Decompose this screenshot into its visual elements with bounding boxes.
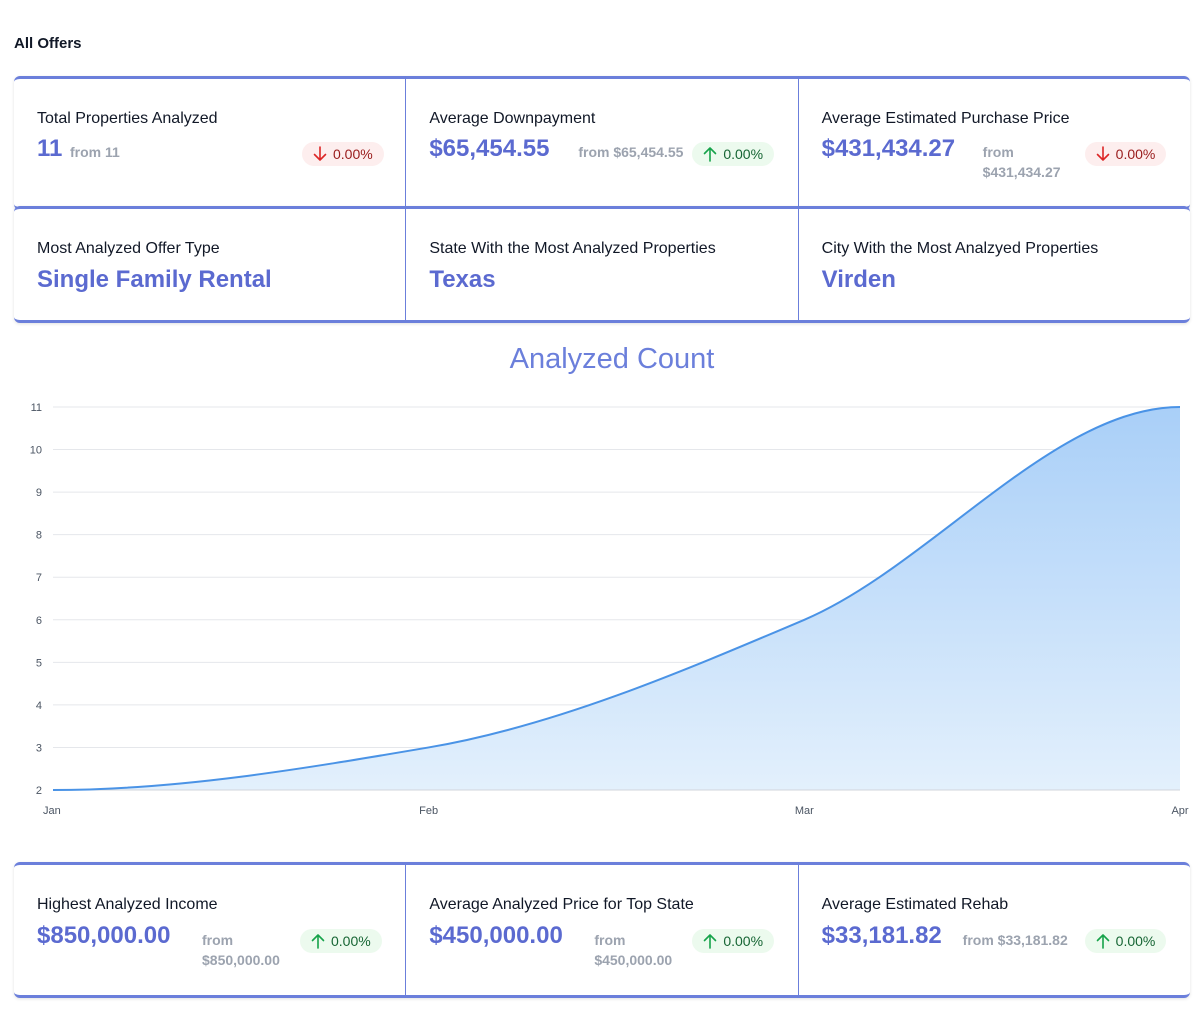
page-title: All Offers: [14, 35, 82, 52]
stat-value: Texas: [429, 266, 496, 293]
stat-label: Highest Analyzed Income: [37, 896, 218, 913]
stat-from: from $450,000.00: [594, 930, 672, 970]
series-area: [53, 407, 1180, 790]
change-badge: 0.00%: [300, 929, 382, 953]
y-tick-label: 4: [36, 700, 42, 712]
y-tick-label: 8: [36, 530, 42, 542]
change-value: 0.00%: [1115, 933, 1156, 949]
stat-label: Average Downpayment: [429, 110, 596, 127]
stat-from: from 11: [70, 144, 120, 160]
x-tick-label: Jan: [43, 805, 61, 817]
stat-from: from $850,000.00: [202, 930, 280, 970]
y-tick-label: 6: [36, 615, 42, 627]
stat-top-city: City With the Most Analzyed Properties V…: [799, 209, 1190, 320]
stat-from-prefix: from: [594, 932, 626, 948]
change-value: 0.00%: [723, 933, 764, 949]
y-tick-label: 10: [30, 445, 42, 457]
stat-value: Virden: [821, 266, 896, 293]
chart-title: Analyzed Count: [509, 343, 715, 375]
arrow-up-icon: [704, 934, 717, 949]
stat-top-state: State With the Most Analyzed Properties …: [406, 209, 799, 320]
arrow-up-icon: [311, 934, 325, 949]
change-badge: 0.00%: [1084, 929, 1167, 953]
stat-label: Total Properties Analyzed: [37, 110, 218, 127]
change-value: 0.00%: [331, 933, 371, 949]
stat-value: $65,454.55: [429, 135, 550, 162]
arrow-up-icon: [1096, 934, 1109, 949]
stat-highest-income: Highest Analyzed Income $850,000.00 from…: [14, 865, 407, 995]
stat-value: $450,000.00: [429, 922, 563, 949]
x-tick-label: Feb: [419, 805, 438, 817]
change-value: 0.00%: [333, 146, 373, 162]
stat-label: Average Analyzed Price for Top State: [429, 896, 694, 913]
stat-label: Most Analyzed Offer Type: [37, 240, 220, 257]
stat-top-state-price: Average Analyzed Price for Top State $45…: [406, 865, 799, 995]
change-value: 0.00%: [723, 146, 764, 162]
stat-from: from $431,434.27: [983, 142, 1061, 182]
change-badge: 0.00%: [1084, 142, 1167, 166]
stat-total-properties: Total Properties Analyzed 11 from 11 0.0…: [14, 79, 407, 207]
stat-from-amount: $431,434.27: [982, 164, 1061, 180]
stat-from-prefix: from: [202, 932, 234, 948]
stat-from-prefix: from: [982, 144, 1014, 160]
top-stats-panel: Total Properties Analyzed 11 from 11 0.0…: [14, 76, 1190, 210]
arrow-down-icon: [313, 146, 327, 161]
stat-from-amount: $450,000.00: [594, 952, 673, 968]
y-tick-label: 11: [31, 402, 42, 414]
stat-average-purchase-price: Average Estimated Purchase Price $431,43…: [799, 79, 1190, 207]
change-badge: 0.00%: [302, 142, 384, 166]
change-badge: 0.00%: [692, 142, 775, 166]
stat-value: Single Family Rental: [37, 266, 272, 293]
mid-stats-panel: Most Analyzed Offer Type Single Family R…: [14, 206, 1190, 323]
y-tick-label: 9: [36, 487, 42, 499]
stat-value: 11: [37, 135, 63, 162]
stat-from: from $65,454.55: [578, 144, 684, 160]
stat-label: State With the Most Analyzed Properties: [429, 240, 716, 257]
y-tick-label: 2: [36, 785, 42, 797]
x-tick-label: Apr: [1171, 805, 1188, 817]
stat-value: $431,434.27: [821, 135, 956, 162]
stat-value: $33,181.82: [821, 922, 942, 949]
series-line: [52, 406, 1181, 791]
stat-label: Average Estimated Purchase Price: [821, 110, 1070, 127]
change-value: 0.00%: [1115, 146, 1156, 162]
stat-value: $850,000.00: [37, 922, 171, 949]
stat-label: Average Estimated Rehab: [821, 896, 1009, 913]
change-badge: 0.00%: [692, 929, 775, 953]
analyzed-count-chart: 2 3 4 5 6 7 8 9 10 11 Jan Feb Mar Apr: [30, 402, 1189, 817]
stat-offer-type: Most Analyzed Offer Type Single Family R…: [14, 209, 407, 320]
bottom-stats-panel: Highest Analyzed Income $850,000.00 from…: [14, 862, 1190, 998]
stat-label: City With the Most Analzyed Properties: [821, 240, 1099, 257]
stat-average-downpayment: Average Downpayment $65,454.55 from $65,…: [406, 79, 799, 207]
arrow-up-icon: [704, 147, 717, 162]
x-tick-label: Mar: [795, 805, 814, 817]
arrow-down-icon: [1096, 146, 1109, 161]
stat-average-rehab: Average Estimated Rehab $33,181.82 from …: [799, 865, 1190, 995]
y-tick-label: 7: [36, 572, 42, 584]
stat-from: from $33,181.82: [962, 932, 1068, 948]
y-tick-label: 5: [36, 657, 42, 669]
y-tick-label: 3: [36, 742, 42, 754]
stat-from-amount: $850,000.00: [202, 952, 280, 968]
